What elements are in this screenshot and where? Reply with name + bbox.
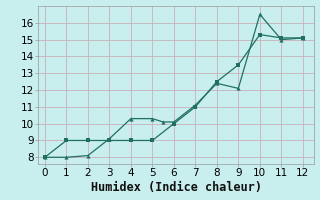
X-axis label: Humidex (Indice chaleur): Humidex (Indice chaleur) (91, 181, 261, 194)
